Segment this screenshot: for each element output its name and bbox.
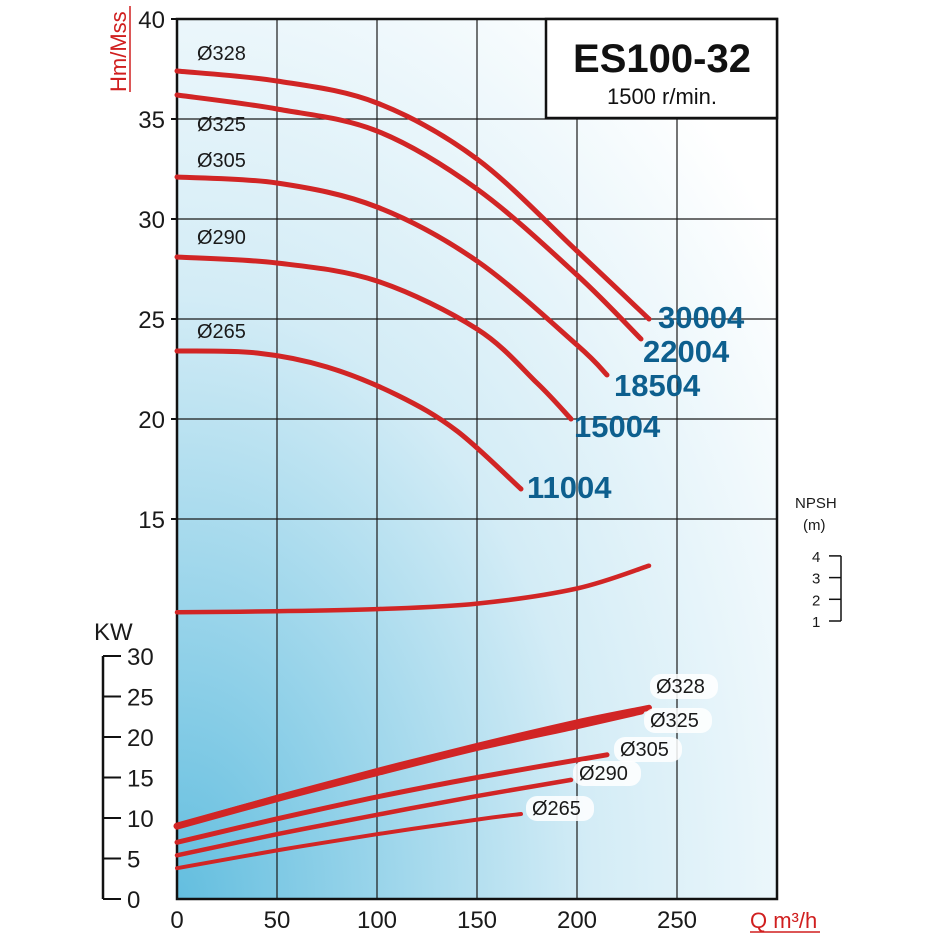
power-curve-label-bg (526, 796, 594, 821)
y-axis-label: Hm/Mss (106, 11, 131, 92)
title-box: ES100-32 1500 r/min. (544, 17, 779, 120)
x-tick-label: 100 (357, 907, 397, 934)
head-axis-ticks: 15 20 25 30 35 40 (138, 7, 177, 534)
head-tick-label: 40 (138, 7, 165, 34)
model-label: 30004 (658, 300, 745, 335)
head-curve (174, 254, 574, 422)
head-curve (174, 68, 652, 322)
head-curves: Ø328 30004 Ø325 22004 Ø305 18504 Ø290 15004 Ø265… (174, 43, 745, 505)
head-curve-diameter-label: Ø290 (197, 227, 246, 249)
power-tick-label: 5 (127, 847, 140, 874)
head-curve-diameter-label: Ø325 (197, 114, 246, 136)
npsh-label: NPSH (795, 495, 837, 512)
x-tick-label: 200 (557, 907, 597, 934)
model-label: 11004 (527, 470, 612, 505)
power-tick-label: 10 (127, 806, 154, 833)
power-tick-label: 15 (127, 766, 154, 793)
head-tick-label: 15 (138, 507, 165, 534)
power-curve (173, 707, 645, 830)
x-tick-label: 50 (264, 907, 291, 934)
power-tick-label: 30 (127, 644, 154, 671)
chart-subtitle: 1500 r/min. (607, 84, 717, 109)
plot-frame (175, 17, 779, 901)
power-tick-label: 25 (127, 685, 154, 712)
x-axis-ticks: 0 50 100 150 200 250 (170, 907, 697, 934)
x-axis-label: Q m³/h (750, 908, 817, 933)
head-curve-diameter-label: Ø305 (197, 150, 246, 172)
npsh-tick-label: 3 (812, 571, 820, 588)
head-curve-diameter-label: Ø328 (197, 43, 246, 65)
npsh-unit: (m) (803, 517, 826, 534)
head-tick-label: 30 (138, 207, 165, 234)
power-curve (175, 812, 523, 871)
head-curve (174, 174, 610, 378)
power-curve-diameter-label: Ø328 (656, 676, 705, 698)
head-tick-label: 20 (138, 407, 165, 434)
power-curve-diameter-label: Ø265 (532, 798, 581, 820)
power-curve-label-bg (573, 761, 641, 786)
power-curve (174, 777, 574, 858)
head-curve (174, 92, 644, 342)
power-curve-label-bg (644, 708, 712, 733)
npsh-tick-label: 4 (812, 549, 820, 566)
model-label: 18504 (614, 368, 701, 403)
x-tick-label: 150 (457, 907, 497, 934)
head-curve (174, 348, 524, 492)
x-tick-label: 250 (657, 907, 697, 934)
power-curve (174, 752, 610, 845)
power-axis-ticks: 0 5 10 15 20 25 30 (101, 644, 154, 914)
head-tick-label: 25 (138, 307, 165, 334)
power-curve-label-bg (650, 674, 718, 699)
npsh-tick-label: 2 (812, 592, 820, 609)
power-curve-diameter-label: Ø290 (579, 763, 628, 785)
head-tick-label: 35 (138, 107, 165, 134)
head-curve-diameter-label: Ø265 (197, 321, 246, 343)
power-axis-label: KW (94, 619, 133, 646)
npsh-tick-label: 1 (812, 614, 820, 631)
power-curve-diameter-label: Ø325 (650, 710, 699, 732)
npsh-curve-line (174, 563, 652, 615)
model-label: 22004 (643, 334, 730, 369)
power-tick-label: 20 (127, 725, 154, 752)
power-curve-label-bg (614, 737, 682, 762)
npsh-axis-ticks: 1 2 3 4 (812, 549, 842, 631)
power-tick-label: 0 (127, 887, 140, 914)
chart-title: ES100-32 (573, 37, 751, 81)
npsh-curve (174, 563, 652, 615)
model-label: 15004 (574, 409, 661, 444)
power-curve-diameter-label: Ø305 (620, 739, 669, 761)
x-tick-label: 0 (170, 907, 183, 934)
